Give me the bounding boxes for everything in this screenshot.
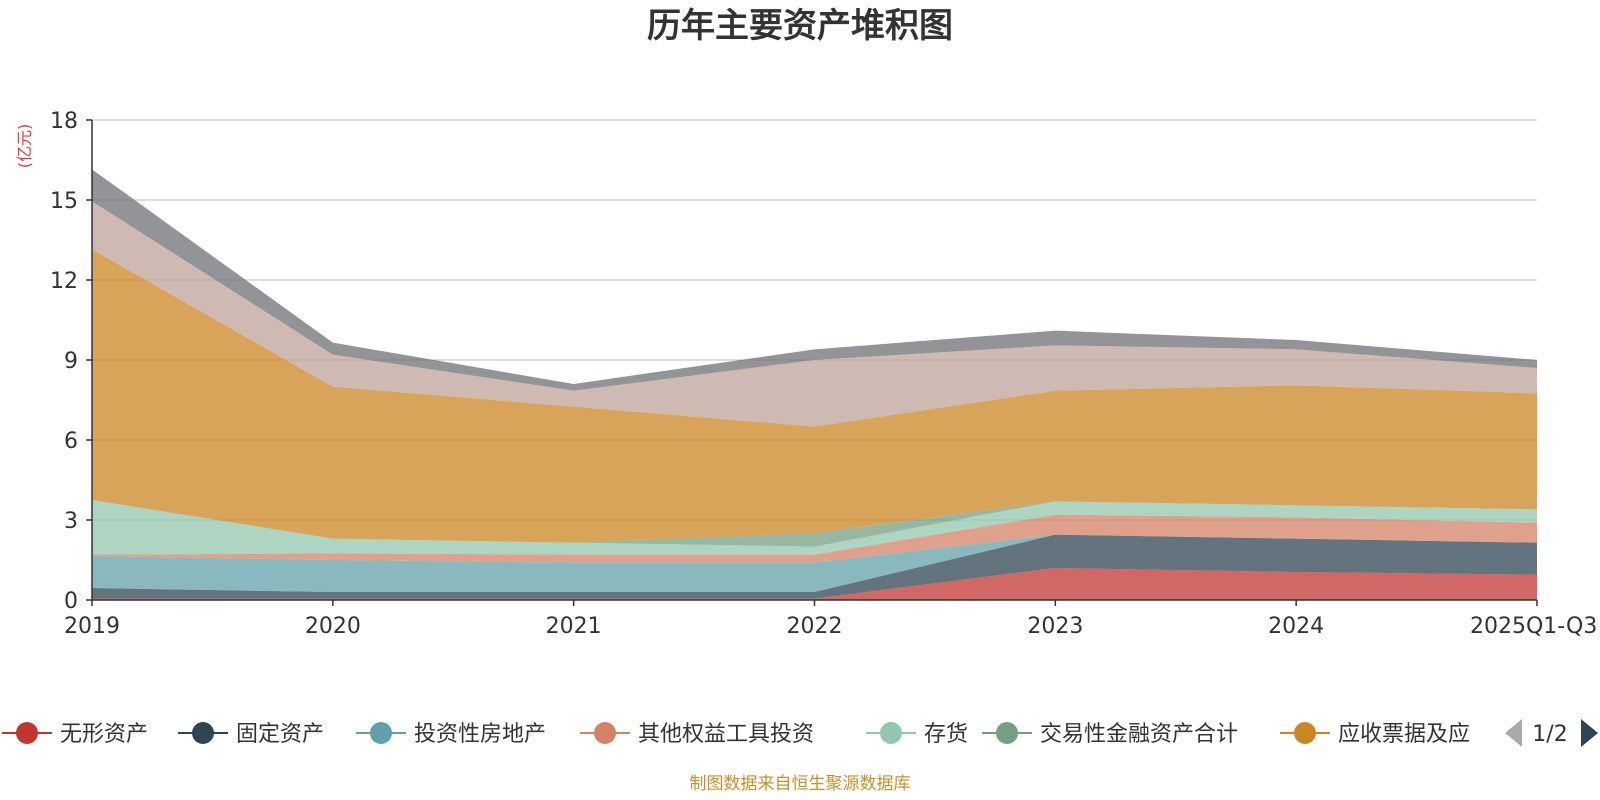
chart-title: 历年主要资产堆积图 [647,6,953,46]
legend-label: 固定资产 [236,722,324,747]
y-axis-ticks: 0 3 6 9 12 15 18 [50,109,92,614]
legend-label: 其他权益工具投资 [638,722,814,747]
area-投资性房地产 [92,534,1537,592]
legend-marker-icon [1294,722,1316,744]
area-固定资产 [92,534,1537,599]
legend-item[interactable]: 应收票据及应 [1280,722,1470,747]
y-tick-label: 15 [50,189,78,214]
x-tick-label: 2025Q1-Q3 [1470,614,1597,639]
area-存货 [92,500,1537,555]
y-tick-label: 0 [64,589,78,614]
x-tick-label: 2022 [787,614,843,639]
area-其他权益工具投资 [92,514,1537,563]
legend-item[interactable]: 交易性金融资产合计 [982,722,1238,747]
area-series [92,169,1537,600]
x-tick-label: 2023 [1027,614,1083,639]
legend-page-indicator: 1/2 [1532,722,1567,747]
legend-item[interactable]: 无形资产 [2,722,148,747]
legend-label: 应收票据及应 [1338,722,1470,747]
y-tick-label: 3 [64,509,78,534]
x-tick-label: 2019 [64,614,120,639]
legend-prev-page-icon[interactable] [1505,719,1522,747]
legend-marker-icon [370,722,392,744]
legend-label: 存货 [924,722,968,747]
legend-item[interactable]: 固定资产 [178,722,324,747]
area-应收票据及应收账款 [92,249,1537,543]
area-其他资产一 [92,201,1537,427]
legend-item[interactable]: 其他权益工具投资 [580,722,814,747]
x-tick-label: 2021 [546,614,602,639]
legend-marker-icon [996,722,1018,744]
x-tick-label: 2024 [1268,614,1324,639]
x-tick-label: 2020 [305,614,361,639]
legend-item[interactable]: 存货 [866,722,968,747]
legend-marker-icon [16,722,38,744]
y-axis-unit: (亿元) [15,124,34,169]
legend-marker-icon [192,722,214,744]
y-tick-label: 18 [50,109,78,134]
y-tick-label: 9 [64,349,78,374]
legend-marker-icon [594,722,616,744]
legend-pager[interactable]: 1/2 [1505,719,1598,747]
legend-label: 投资性房地产 [414,722,546,747]
data-source-note: 制图数据来自恒生聚源数据库 [690,774,911,794]
legend-item[interactable]: 投资性房地产 [356,722,546,747]
legend-next-page-icon[interactable] [1581,719,1598,747]
x-axis-ticks: 2019 2020 2021 2022 2023 2024 2025Q1-Q3 [64,600,1597,639]
y-tick-label: 12 [50,269,78,294]
area-无形资产 [92,568,1537,600]
legend-label: 交易性金融资产合计 [1040,722,1238,747]
y-tick-label: 6 [64,429,78,454]
legend[interactable]: 无形资产 固定资产 投资性房地产 其他权益工具投资 存货 交易性金融资产合计 应收票据及应 [2,722,1470,747]
legend-marker-icon [880,722,902,744]
area-交易性金融资产合计 [92,500,1537,547]
legend-label: 无形资产 [60,722,148,747]
